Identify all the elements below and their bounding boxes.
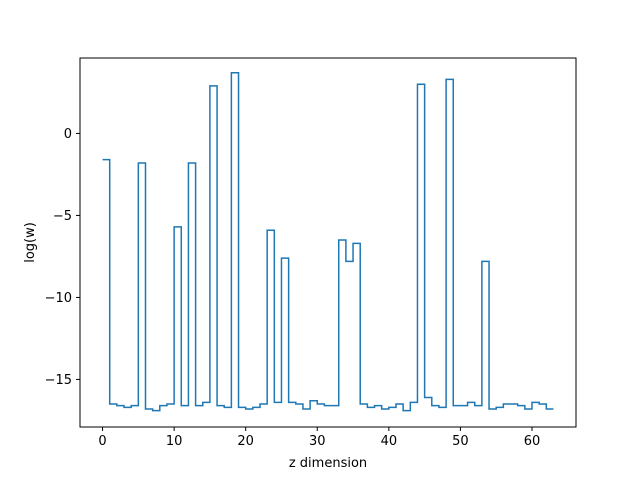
y-tick-label: −10 bbox=[45, 291, 72, 306]
x-tick-label: 30 bbox=[309, 434, 326, 449]
y-tick-label: 0 bbox=[64, 127, 72, 142]
x-tick-label: 60 bbox=[524, 434, 541, 449]
x-tick-label: 50 bbox=[452, 434, 469, 449]
plot-frame bbox=[79, 57, 577, 428]
y-axis-label: log(w) bbox=[23, 222, 38, 263]
x-tick-label: 10 bbox=[166, 434, 183, 449]
x-axis-ticks: 0 10 20 30 40 50 60 bbox=[98, 427, 540, 449]
y-axis-ticks: −15 −10 −5 0 bbox=[45, 127, 80, 388]
y-tick-label: −5 bbox=[53, 209, 72, 224]
series-line bbox=[102, 72, 554, 412]
x-tick-label: 0 bbox=[98, 434, 106, 449]
x-tick-label: 40 bbox=[381, 434, 398, 449]
x-axis-label: z dimension bbox=[289, 456, 367, 471]
x-tick-label: 20 bbox=[237, 434, 254, 449]
y-tick-label: −15 bbox=[45, 373, 72, 388]
